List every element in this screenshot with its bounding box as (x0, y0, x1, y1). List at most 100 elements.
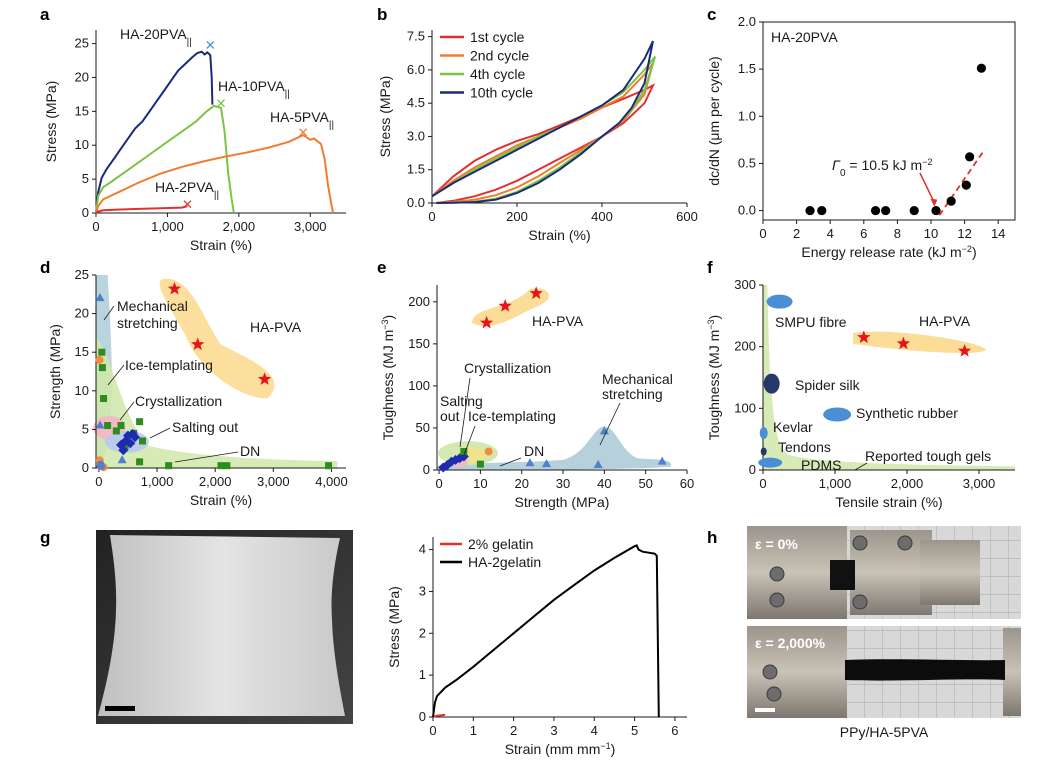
y-tick-label: 0 (423, 462, 430, 477)
data-point (976, 63, 987, 73)
panel-h-photos: ε = 0% ε = 2,000% PPy/HA-5PVA (747, 526, 1021, 740)
y-axis-label: dc/dN (μm per cycle) (706, 56, 722, 185)
ha-pva-point (257, 372, 272, 385)
x-tick-label: 60 (680, 476, 694, 491)
x-tick-label: 2,000 (223, 219, 256, 234)
label-salting: Salting (440, 393, 483, 409)
x-tick-label: 1,000 (819, 476, 852, 491)
screw-icon (897, 535, 913, 551)
axes-f: 0 1,000 2,000 3,000 0 100 200 300 Tensile strain… (706, 277, 1015, 510)
panel-b: 0 200 400 600 0.0 1.5 3.0 4.5 6.0 7.5 Strain (%) St… (377, 29, 698, 243)
smpu-fibre-marker (766, 294, 793, 309)
break-point-marker (299, 128, 308, 137)
stretching-point (542, 459, 552, 468)
blue-point (98, 462, 106, 470)
dn-point (98, 348, 106, 356)
y-tick-label: 300 (734, 277, 756, 292)
x-axis-label: Strain (mm mm−1) (505, 741, 616, 757)
y-tick-label: 0 (82, 205, 89, 220)
y-tick-label: 5 (82, 171, 89, 186)
fit-line (938, 148, 986, 216)
scale-bar (105, 706, 135, 711)
y-tick-label: 1 (419, 667, 426, 682)
dn-point (100, 395, 108, 403)
y-tick-label: 0.0 (738, 203, 756, 218)
dn-point (460, 448, 468, 455)
break-point-marker (206, 40, 215, 49)
region-mechanical-stretching (437, 426, 672, 470)
region-ha-pva (472, 288, 550, 327)
y-tick-label: 150 (408, 336, 430, 351)
break-point-marker (217, 99, 225, 108)
ha-pva-point (479, 315, 494, 329)
dn-point (165, 462, 173, 470)
y-tick-label: 10 (75, 383, 89, 398)
screw-icon (852, 594, 868, 610)
chart-title: HA-20PVA (771, 29, 838, 45)
screw-icon (766, 686, 782, 702)
series-loop (431, 55, 657, 204)
panel-letter-a: a (40, 5, 50, 24)
y-tick-label: 0 (82, 460, 89, 475)
label-ha-pva: HA-PVA (919, 313, 971, 329)
y-tick-label: 6.0 (407, 62, 425, 77)
stretching-point (95, 420, 105, 429)
x-tick-label: 2 (510, 723, 517, 738)
strain-label-top: ε = 0% (755, 536, 798, 552)
stretching-point (593, 459, 603, 468)
label-stretching: stretching (117, 315, 178, 331)
series-line (432, 544, 660, 718)
data-point (965, 152, 975, 162)
series-line (432, 713, 446, 718)
crystallization-point (484, 447, 493, 456)
y-axis-label: Toughness (MJ m−3) (380, 315, 396, 440)
x-axis-label: Strain (%) (528, 227, 590, 243)
x-tick-label: 5 (631, 723, 638, 738)
label-kevlar: Kevlar (773, 419, 813, 435)
y-tick-label: 50 (416, 420, 430, 435)
label-ha-pva: HA-PVA (250, 319, 302, 335)
break-point-marker (183, 200, 192, 209)
y-axis-label: Stress (MPa) (43, 81, 59, 163)
panel-e: 0 10 20 30 40 50 60 0 50 100 150 200 Strength (MPa) T… (380, 285, 694, 510)
ha-pva-point (191, 337, 205, 351)
x-tick-label: 0 (92, 219, 99, 234)
dn-point (136, 458, 144, 466)
legend-entry: 4th cycle (470, 66, 525, 82)
sample-top (830, 560, 855, 590)
panel-letter-g: g (40, 528, 50, 547)
ha-pva-point (857, 330, 871, 344)
x-tick-label: 4,000 (315, 474, 348, 489)
screw-icon (762, 664, 778, 680)
x-tick-label: 20 (514, 476, 528, 491)
y-tick-label: 5 (82, 421, 89, 436)
x-tick-label: 2,000 (891, 476, 924, 491)
legend-entry: 1st cycle (470, 29, 525, 45)
label-crystallization: Crystallization (135, 393, 222, 409)
ha-pva-point (529, 286, 543, 300)
x-axis-label: Strain (%) (190, 492, 252, 508)
axes-c: 0 2 4 6 8 10 12 14 0.0 0.5 1.0 1.5 2.0 Energy release… (706, 14, 1016, 260)
x-tick-label: 6 (671, 723, 678, 738)
y-axis-label: Stress (MPa) (377, 76, 393, 158)
series-label: HA-20PVA|| (120, 26, 192, 48)
label-reported-tough-gels: Reported tough gels (865, 448, 991, 464)
x-tick-label: 12 (957, 226, 971, 241)
dn-point (325, 462, 333, 470)
dn-point (98, 364, 106, 372)
panel-a: 0 1,000 2,000 3,000 0 5 10 15 20 25 Strain (%) Stre… (43, 26, 346, 253)
data-point (870, 205, 881, 216)
axes-b: 0 200 400 600 0.0 1.5 3.0 4.5 6.0 7.5 Strain (%) St… (377, 29, 698, 243)
strain-label-bottom: ε = 2,000% (755, 635, 826, 651)
y-tick-label: 15 (75, 344, 89, 359)
legend-entry: 2% gelatin (468, 536, 533, 552)
data-point (817, 205, 827, 216)
label-tendons: Tendons (778, 439, 831, 455)
panel-letter-d: d (40, 258, 50, 277)
x-tick-label: 14 (991, 226, 1005, 241)
label-ice-templating: Ice-templating (125, 357, 213, 373)
y-tick-label: 25 (75, 36, 89, 51)
series-label: HA-10PVA|| (218, 78, 290, 100)
dn-point (121, 442, 129, 450)
label-leader (107, 364, 125, 386)
